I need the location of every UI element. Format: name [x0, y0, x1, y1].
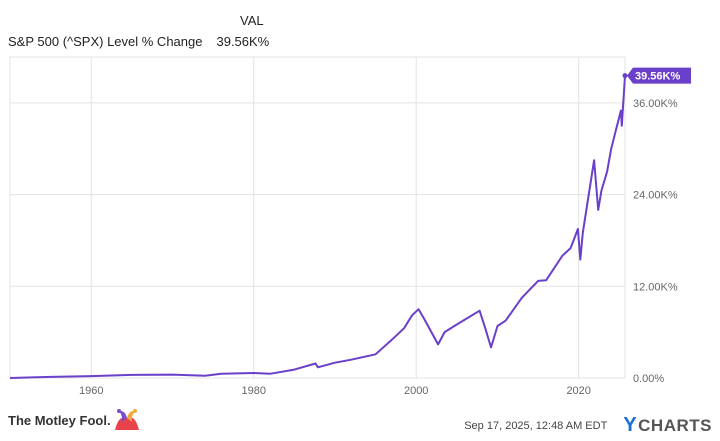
- x-tick-label: 1980: [241, 385, 265, 397]
- brand-text: The Motley Fool.: [8, 412, 111, 428]
- legend-series-label: S&P 500 (^SPX) Level % Change: [8, 34, 203, 49]
- grid: [9, 56, 626, 379]
- legend-series-value: 39.56K%: [216, 34, 270, 49]
- y-tick-label: 36.00K%: [633, 98, 678, 110]
- last-value-badge: [627, 67, 691, 84]
- x-tick-label: 2020: [566, 385, 590, 397]
- plot-frame: [9, 56, 626, 379]
- ycharts-y-letter: Y: [623, 414, 638, 436]
- footer-credits: Sep 17, 2025, 12:48 AM EDT Y CHARTS: [464, 414, 712, 437]
- y-tick-label: 24.00K%: [633, 190, 678, 202]
- ycharts-logo: Y CHARTS: [623, 414, 712, 437]
- motley-fool-logo: The Motley Fool.: [8, 408, 141, 432]
- ycharts-wordmark-text: CHARTS: [638, 415, 712, 435]
- y-tick-label: 12.00K%: [633, 281, 678, 293]
- last-point: [622, 73, 628, 79]
- jester-hat-icon: [114, 409, 139, 430]
- y-tick-label: 0.00%: [633, 373, 664, 385]
- x-tick-label: 2000: [404, 385, 428, 397]
- x-tick-label: 1960: [79, 385, 103, 397]
- timestamp: Sep 17, 2025, 12:48 AM EDT: [464, 419, 608, 432]
- series-layer: [9, 73, 628, 379]
- legend-column-header: VAL: [240, 13, 264, 28]
- axes: 0.00% 12.00K% 24.00K% 36.00K% 1960 1980 2000 20…: [79, 67, 691, 397]
- legend-row: S&P 500 (^SPX) Level % Change 39.56K%: [8, 34, 269, 49]
- last-value-label: 39.56K%: [635, 71, 680, 83]
- series-line: [9, 75, 626, 379]
